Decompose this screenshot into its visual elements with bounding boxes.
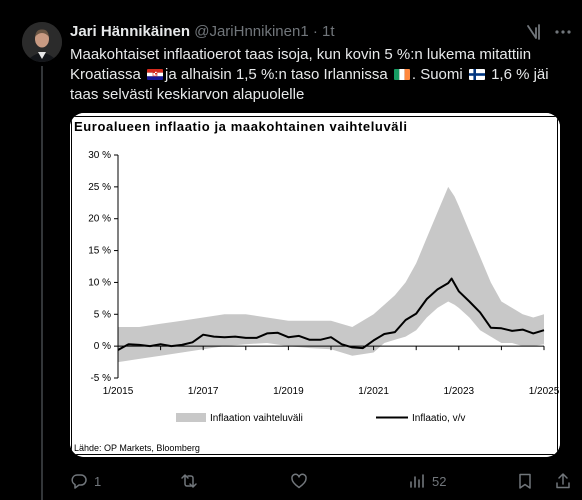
more-options-icon[interactable] [553,24,573,40]
author-handle[interactable]: @JariHnnikinen1 [194,23,309,40]
y-tick-label: 15 % [88,246,111,257]
x-tick-label: 1/2021 [358,386,389,397]
y-tick-label: 20 % [88,214,111,225]
tweet-text: Maakohtaiset inflaatioerot taas isoja, k… [70,45,570,105]
chart-legend: Inflaation vaihteluväli Inflaatio, v/v [176,413,465,424]
bookmark-icon [519,473,531,489]
x-tick-label: 1/2019 [273,386,304,397]
share-icon [556,473,570,489]
thread-line [41,66,43,500]
ireland-flag-icon [393,69,410,80]
tweet-text-part: 1,6 % jäi taas selvästi keskiarvon alapu… [70,66,549,103]
tweet-text-part: ja alhaisin 1,5 %:n taso Irlannissa [165,66,388,83]
band-layer [118,186,544,363]
post-time[interactable]: 1t [322,23,335,40]
inflation-line [117,277,545,351]
croatia-flag-icon [147,69,164,80]
range-band [118,186,544,363]
legend-band-label: Inflaation vaihteluväli [210,413,303,424]
x-tick-label: 1/2017 [188,386,219,397]
y-tick-label: -5 % [90,373,111,384]
x-tick-label: 1/2023 [444,386,475,397]
avatar-image [22,22,62,62]
y-tick-label: 0 % [94,341,111,352]
y-axis: 30 % 25 % 20 % 15 % 10 % 5 % 0 % -5 % [88,150,119,384]
views-icon [410,474,424,488]
reply-icon [71,474,87,489]
like-button[interactable] [290,470,314,492]
post-header: Jari Hännikäinen @JariHnnikinen1 · 1t [70,23,570,43]
reply-count: 1 [94,473,102,489]
y-tick-label: 30 % [88,150,111,161]
views-button[interactable]: 52 [408,470,446,492]
x-axis: 1/2015 1/2017 1/2019 1/2021 1/2023 1/2025 [103,345,560,397]
y-tick-label: 5 % [94,309,111,320]
header-separator: · [312,23,318,40]
legend-line-label: Inflaatio, v/v [412,413,465,424]
avatar[interactable] [22,22,62,62]
chart-frame [71,116,558,455]
tweet-text-part: . Suomi [411,66,463,83]
repost-icon [181,474,197,488]
like-icon [291,473,307,489]
author-name[interactable]: Jari Hännikäinen [70,23,191,40]
finland-flag-icon [468,69,485,80]
legend-band-swatch [176,413,206,422]
views-count: 52 [432,473,447,489]
line-layer [117,277,545,351]
chart-source: Lähde: OP Markets, Bloomberg [74,443,200,453]
chart-image[interactable]: Euroalueen inflaatio ja maakohtainen vai… [70,113,560,457]
grok-icon[interactable] [525,23,543,41]
reply-button[interactable]: 1 [70,470,101,492]
inflation-chart: Euroalueen inflaatio ja maakohtainen vai… [70,113,560,457]
tweet-text-part: Maakohtaiset inflaatioerot taas isoja, k… [70,46,532,83]
action-bar: 1 52 [70,470,575,492]
y-tick-label: 10 % [88,277,111,288]
x-tick-label: 1/2015 [103,386,134,397]
bookmark-button[interactable] [516,470,534,492]
y-tick-label: 25 % [88,182,111,193]
repost-button[interactable] [180,470,204,492]
chart-title: Euroalueen inflaatio ja maakohtainen vai… [74,119,408,134]
share-button[interactable] [554,470,572,492]
x-tick-label: 1/2025 [529,386,560,397]
